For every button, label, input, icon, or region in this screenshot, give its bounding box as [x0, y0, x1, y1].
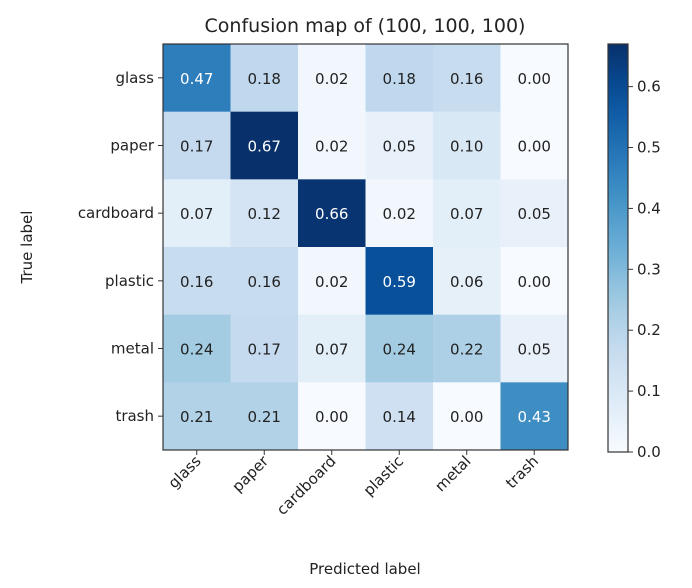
cell-value-label: 0.24	[383, 341, 416, 359]
heatmap-cell	[365, 111, 434, 180]
cell-value-label: 0.07	[315, 341, 348, 359]
x-tick-label: paper	[228, 452, 272, 496]
heatmap-cell	[230, 314, 299, 383]
heatmap-cell	[433, 111, 501, 180]
y-tick-label: trash	[115, 407, 154, 425]
y-axis-label: True label	[18, 211, 36, 285]
heatmap-cell	[433, 382, 501, 451]
cell-value-label: 0.22	[450, 341, 483, 359]
heatmap-cell	[500, 44, 569, 113]
cell-value-label: 0.02	[315, 273, 348, 291]
cell-value-label: 0.16	[450, 70, 483, 88]
heatmap-cell	[365, 179, 434, 248]
cell-value-label: 0.14	[383, 408, 416, 426]
heatmap-cell	[500, 111, 569, 180]
heatmap-cell	[163, 111, 231, 180]
heatmap-cell	[230, 382, 299, 451]
heatmap-cell	[500, 314, 569, 383]
cell-value-label: 0.00	[450, 408, 483, 426]
x-tick-label: trash	[502, 452, 542, 492]
y-tick-label: plastic	[105, 272, 154, 290]
heatmap-cell	[163, 314, 231, 383]
cell-value-label: 0.05	[518, 205, 551, 223]
cell-value-label: 0.16	[248, 273, 281, 291]
heatmap-cell	[365, 382, 434, 451]
heatmap-cell	[365, 314, 434, 383]
colorbar-tick-label: 0.4	[637, 199, 661, 217]
heatmap-cell	[163, 44, 231, 113]
colorbar-tick-label: 0.5	[637, 139, 661, 157]
cell-value-label: 0.16	[180, 273, 213, 291]
heatmap-cell	[230, 111, 299, 180]
heatmap-cell	[298, 44, 366, 113]
cell-value-label: 0.02	[383, 205, 416, 223]
cell-value-label: 0.00	[315, 408, 348, 426]
cell-value-label: 0.67	[248, 138, 281, 156]
heatmap-cell	[230, 44, 299, 113]
heatmap-cell	[365, 247, 434, 316]
x-tick-label: glass	[165, 452, 205, 492]
cell-value-label: 0.59	[383, 273, 416, 291]
colorbar-tick-label: 0.0	[637, 443, 661, 461]
heatmap-cell	[433, 314, 501, 383]
heatmap-cell	[298, 111, 366, 180]
cell-value-label: 0.24	[180, 341, 213, 359]
cell-value-label: 0.17	[248, 341, 281, 359]
cell-value-label: 0.05	[383, 138, 416, 156]
heatmap-cell	[163, 247, 231, 316]
cell-value-label: 0.02	[315, 138, 348, 156]
colorbar-tick-label: 0.3	[637, 260, 661, 278]
plot-frame	[162, 43, 569, 451]
cell-value-label: 0.00	[518, 70, 551, 88]
cell-value-label: 0.12	[248, 205, 281, 223]
heatmap-cell	[365, 44, 434, 113]
cell-value-label: 0.00	[518, 273, 551, 291]
cell-value-label: 0.66	[315, 205, 348, 223]
colorbar-tick-label: 0.2	[637, 321, 661, 339]
heatmap-cell	[230, 179, 299, 248]
cell-value-label: 0.07	[180, 205, 213, 223]
cell-value-label: 0.05	[518, 341, 551, 359]
colorbar-tick-label: 0.1	[637, 382, 661, 400]
cell-value-label: 0.21	[248, 408, 281, 426]
chart-title: Confusion map of (100, 100, 100)	[205, 15, 526, 37]
cell-value-label: 0.17	[180, 138, 213, 156]
heatmap-cell	[298, 314, 366, 383]
cell-value-label: 0.43	[518, 408, 551, 426]
colorbar-tick-label: 0.6	[637, 78, 661, 96]
heatmap-cell	[298, 247, 366, 316]
cell-value-label: 0.06	[450, 273, 483, 291]
cell-value-label: 0.10	[450, 138, 483, 156]
cell-value-label: 0.21	[180, 408, 213, 426]
heatmap-cell	[298, 382, 366, 451]
cell-value-label: 0.07	[450, 205, 483, 223]
cell-value-label: 0.18	[383, 70, 416, 88]
heatmap-cell	[500, 382, 569, 451]
cell-value-label: 0.02	[315, 70, 348, 88]
heatmap-cell	[163, 382, 231, 451]
colorbar	[607, 43, 629, 453]
heatmap-cell	[298, 179, 366, 248]
heatmap-cell	[433, 247, 501, 316]
x-axis-label: Predicted label	[309, 560, 420, 578]
cell-value-label: 0.00	[518, 138, 551, 156]
x-tick-label: cardboard	[273, 452, 340, 519]
heatmap-cell	[163, 179, 231, 248]
heatmap-cell	[500, 179, 569, 248]
heatmap-cell	[433, 44, 501, 113]
x-tick-label: plastic	[360, 452, 407, 499]
heatmap-cell	[230, 247, 299, 316]
heatmap-cell	[433, 179, 501, 248]
heatmap-cell	[500, 247, 569, 316]
y-tick-label: metal	[111, 340, 154, 358]
cell-value-label: 0.47	[180, 70, 213, 88]
y-tick-label: glass	[115, 69, 154, 87]
x-tick-label: metal	[431, 452, 474, 495]
cell-value-label: 0.18	[248, 70, 281, 88]
y-tick-label: cardboard	[78, 204, 154, 222]
y-tick-label: paper	[110, 137, 154, 155]
